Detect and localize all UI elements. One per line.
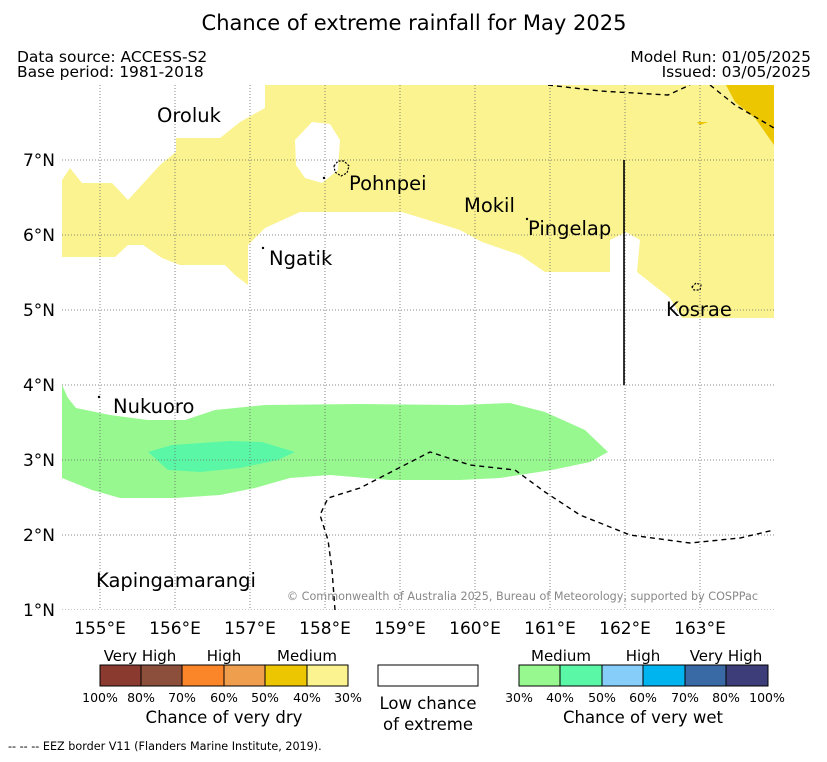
model-run-label: Model Run: 01/05/2025	[630, 48, 811, 66]
legend-wet-swatch	[725, 664, 769, 687]
lat-label: 6°N	[23, 226, 55, 246]
legend-low-line1: Low chance	[379, 694, 476, 713]
base-period-label: Base period: 1981-2018	[17, 63, 204, 81]
mokil-dot	[525, 217, 529, 221]
lon-label: 162°E	[599, 619, 651, 639]
legend-dry-swatch	[223, 664, 266, 687]
place-label-nukuoro: Nukuoro	[113, 395, 194, 418]
place-label-ngatik: Ngatik	[269, 247, 333, 270]
legend-wet: Medium High Very High 30% 40% 50% 60% 70…	[505, 647, 785, 727]
dry-40-50-region	[726, 85, 774, 145]
pohnpei-island-outline	[333, 160, 350, 177]
eez-footnote: -- -- -- EEZ border V11 (Flanders Marine…	[8, 740, 322, 753]
legend-wet-tick: 100%	[749, 690, 785, 705]
legend-wet-swatches	[518, 664, 769, 687]
kosrae-island-outline	[691, 282, 702, 291]
legend-dry: Very High High Medium 100% 80% 70% 60% 5…	[82, 647, 362, 727]
dry-30-40-region	[62, 85, 774, 318]
legend-wet-swatch	[684, 664, 727, 687]
lat-label: 2°N	[23, 526, 55, 546]
place-label-oroluk: Oroluk	[157, 104, 222, 127]
place-label-pingelap: Pingelap	[528, 217, 611, 240]
lon-label: 161°E	[524, 619, 576, 639]
legend-dry-tick: 80%	[127, 690, 155, 705]
legend-wet-tick: 40%	[546, 690, 574, 705]
legend-dry-tick: 60%	[210, 690, 238, 705]
legend-low-line2: of extreme	[383, 715, 473, 734]
legend-dry-tick: 30%	[334, 690, 362, 705]
legend-wet-category-very-high: Very High	[690, 647, 763, 665]
nukuoro-dot	[97, 395, 101, 399]
gridlines	[62, 85, 774, 610]
eez-border	[319, 85, 774, 610]
legend-dry-title: Chance of very dry	[146, 708, 303, 727]
copyright-notice: © Commonwealth of Australia 2025, Bureau…	[287, 590, 758, 603]
legend-wet-category-medium: Medium	[531, 647, 591, 665]
legend-dry-tick: 70%	[168, 690, 196, 705]
legend-dry-swatch	[306, 664, 349, 687]
legend-dry-swatch	[99, 664, 142, 687]
legend-wet-swatch	[559, 664, 603, 687]
pohnpei-dot	[322, 176, 326, 180]
legend-wet-title: Chance of very wet	[563, 708, 724, 727]
legend-dry-swatches	[99, 664, 349, 687]
place-label-kosrae: Kosrae	[666, 298, 732, 321]
page-title: Chance of extreme rainfall for May 2025	[202, 11, 627, 35]
lon-label: 155°E	[74, 619, 126, 639]
lat-label: 4°N	[23, 376, 55, 396]
lat-label: 1°N	[23, 601, 55, 621]
legend-dry-category-medium: Medium	[277, 647, 337, 665]
place-label-kapingamarangi: Kapingamarangi	[96, 569, 256, 592]
legend-wet-tick: 70%	[671, 690, 699, 705]
wet-40-50-region	[148, 441, 295, 472]
issued-label: Issued: 03/05/2025	[662, 63, 811, 81]
legend-dry-swatch	[140, 664, 183, 687]
legend-wet-tick: 30%	[505, 690, 533, 705]
place-label-mokil: Mokil	[464, 194, 515, 217]
lat-label: 3°N	[23, 451, 55, 471]
legend-dry-category-very-high: Very High	[104, 647, 177, 665]
legend-dry-swatch	[264, 664, 308, 687]
data-source-label: Data source: ACCESS-S2	[17, 48, 207, 66]
lat-label: 5°N	[23, 301, 55, 321]
map-area: Oroluk Pohnpei Mokil Pingelap Ngatik Kos…	[23, 85, 774, 639]
legend-wet-swatch	[642, 664, 686, 687]
legend-wet-tick: 50%	[588, 690, 616, 705]
longitude-labels: 155°E 156°E 157°E 158°E 159°E 160°E 161°…	[74, 619, 726, 639]
legend-dry-tick: 50%	[251, 690, 279, 705]
lat-label: 7°N	[23, 151, 55, 171]
legend-low-chance: Low chance of extreme	[377, 664, 479, 734]
legend-wet-tick: 80%	[712, 690, 740, 705]
legend-dry-tick: 100%	[82, 690, 118, 705]
legend-dry-swatch	[181, 664, 225, 687]
legend-wet-tick: 60%	[629, 690, 657, 705]
legend-wet-swatch	[518, 664, 561, 687]
lon-label: 158°E	[299, 619, 351, 639]
ngatik-dot	[261, 246, 265, 250]
legend-wet-swatch	[601, 664, 644, 687]
lon-label: 160°E	[449, 619, 501, 639]
legend-wet-category-high: High	[626, 647, 660, 665]
lon-label: 157°E	[224, 619, 276, 639]
lon-label: 156°E	[149, 619, 201, 639]
legend-dry-category-high: High	[207, 647, 241, 665]
legend-low-swatch	[377, 664, 479, 687]
low-chance-hole	[295, 122, 340, 183]
lon-label: 159°E	[374, 619, 426, 639]
lon-label: 163°E	[674, 619, 726, 639]
legend-dry-tick: 40%	[293, 690, 321, 705]
place-label-pohnpei: Pohnpei	[349, 172, 427, 195]
latitude-labels: 7°N 6°N 5°N 4°N 3°N 2°N 1°N	[23, 151, 55, 621]
